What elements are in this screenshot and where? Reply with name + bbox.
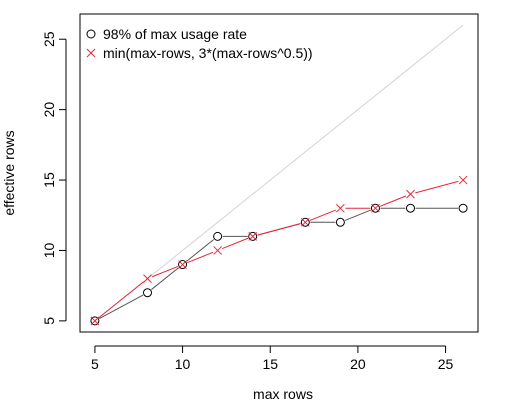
series-2-point <box>458 175 468 185</box>
series-1-segment <box>344 209 371 221</box>
x-tick-label: 20 <box>350 356 366 372</box>
series-1-segment <box>151 267 179 290</box>
series-1-point <box>300 217 310 227</box>
plot-frame <box>79 13 479 333</box>
series-1-point <box>335 217 345 227</box>
series-2-point <box>213 246 222 255</box>
series-2-point-stroke <box>178 260 187 269</box>
series-1-point <box>143 288 153 298</box>
series-1-point <box>405 203 415 213</box>
x-tick-label: 15 <box>262 356 278 372</box>
reference-line <box>94 24 464 322</box>
series-2-point <box>336 203 345 213</box>
y-tick-label: 15 <box>41 172 57 188</box>
series-2-point-stroke <box>90 316 100 326</box>
x-axis-label: max rows <box>253 386 313 402</box>
series-2-point-stroke <box>336 203 345 213</box>
series-2-segment <box>309 209 336 221</box>
series-2-segment <box>415 180 459 194</box>
y-tick-label: 10 <box>41 242 57 258</box>
series-1 <box>90 203 468 326</box>
legend-marker-1 <box>86 29 96 39</box>
series-2-point <box>90 316 100 326</box>
series-2-point-stroke <box>406 189 415 199</box>
series-1-point <box>213 231 223 241</box>
series-1-point <box>370 203 380 213</box>
series-1-point <box>248 231 258 241</box>
series-2-point <box>178 260 187 269</box>
series-2-point <box>406 189 415 199</box>
y-tick-label: 5 <box>41 317 57 325</box>
series-2-point <box>371 203 380 213</box>
series-1-segment <box>99 294 144 319</box>
x-tick-label: 25 <box>438 356 454 372</box>
series-1-point <box>178 260 188 270</box>
series-2-point <box>143 274 152 283</box>
x-tick-label: 5 <box>91 356 99 372</box>
y-tick-label: 20 <box>41 102 57 118</box>
series-2-segment <box>222 237 249 250</box>
series-2 <box>90 175 468 326</box>
x-tick-label: 10 <box>175 356 191 372</box>
y-axis-label: effective rows <box>1 130 17 215</box>
legend-entry-2: min(max-rows, 3*(max-rows^0.5)) <box>103 45 313 61</box>
series-1-point <box>458 203 468 213</box>
series-2-point-stroke <box>300 217 310 227</box>
series-2-point-stroke <box>248 232 258 241</box>
series-2-segment <box>151 265 179 278</box>
legend-marker-2-stroke <box>86 48 96 58</box>
series-2-segment <box>379 195 407 207</box>
series-2-segment <box>187 251 214 264</box>
y-tick-label: 25 <box>41 31 57 47</box>
series-2-point-stroke <box>458 175 468 185</box>
series-2-point-stroke <box>143 274 152 283</box>
series-2-point <box>300 217 310 227</box>
series-2-segment <box>98 281 144 319</box>
series-2-segment <box>257 223 301 236</box>
series-1-point <box>90 316 100 326</box>
series-2-point <box>248 232 258 241</box>
series-1-segment <box>186 239 215 262</box>
legend-entry-1: 98% of max usage rate <box>103 26 247 42</box>
legend-marker-2 <box>86 48 96 58</box>
series-2-point-stroke <box>371 203 380 213</box>
series-2-point-stroke <box>213 246 222 255</box>
